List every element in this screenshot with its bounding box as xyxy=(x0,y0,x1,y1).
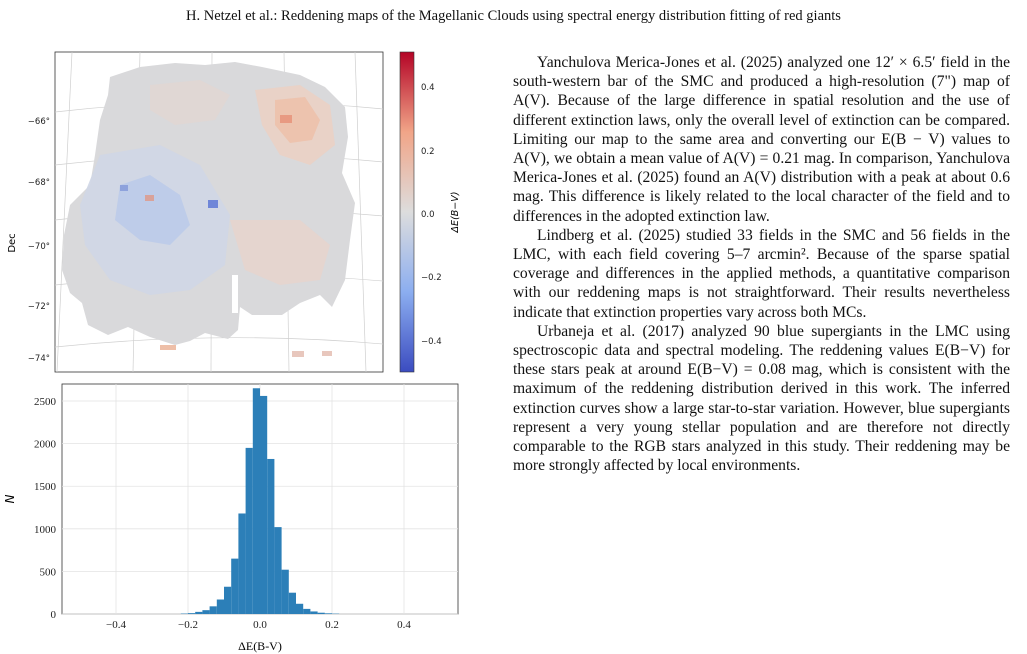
colorbar-tick-label: 0.4 xyxy=(421,83,435,93)
paragraph: Lindberg et al. (2025) studied 33 fields… xyxy=(513,226,1010,321)
dec-tick-label: −70° xyxy=(28,242,50,252)
hist-bar xyxy=(238,513,246,614)
hist-ytick-label: 2500 xyxy=(34,396,57,408)
hist-bar xyxy=(317,612,325,614)
reddening-map-figure: −66° −68° −70° −72° −74° 6h30m 00m 5h30m… xyxy=(7,51,461,373)
colorbar-tick-label: −0.4 xyxy=(421,337,442,347)
hist-bar xyxy=(231,558,239,614)
hist-bar xyxy=(202,610,210,614)
hist-ytick-label: 1000 xyxy=(34,524,57,536)
running-title: H. Netzel et al.: Reddening maps of the … xyxy=(186,8,841,24)
map-ylabel: Dec xyxy=(7,233,18,252)
hist-bar xyxy=(274,527,282,614)
hist-bar xyxy=(224,586,232,614)
colorbar-tick-label: 0.0 xyxy=(421,210,435,220)
hist-bar xyxy=(324,613,332,614)
hist-ytick-label: 500 xyxy=(40,566,57,578)
paragraph: Urbaneja et al. (2017) analyzed 90 blue … xyxy=(513,322,1010,475)
hist-bar xyxy=(195,611,203,614)
hist-bar xyxy=(288,592,296,614)
dec-tick-label: −74° xyxy=(28,354,50,364)
reddening-map-footprint xyxy=(62,62,355,357)
hist-bar xyxy=(209,606,217,614)
colorbar xyxy=(399,51,415,373)
hist-xtick-label: 0.2 xyxy=(325,619,339,631)
hist-bar xyxy=(267,458,275,614)
hist-ytick-label: 1500 xyxy=(34,481,57,493)
hist-xlabel: ΔE(B-V) xyxy=(238,639,282,653)
hist-bar xyxy=(252,388,260,614)
hist-ylabel: N xyxy=(3,494,17,503)
hist-xtick-label: 0.0 xyxy=(253,619,267,631)
colorbar-label: ΔE(B−V) xyxy=(450,192,461,234)
hist-xtick-label: −0.2 xyxy=(178,619,198,631)
hist-bar xyxy=(303,608,311,614)
paragraph: Yanchulova Merica-Jones et al. (2025) an… xyxy=(513,54,1010,225)
hist-xtick-label: 0.4 xyxy=(397,619,411,631)
colorbar-tick-label: −0.2 xyxy=(421,273,442,283)
dec-tick-label: −72° xyxy=(28,302,50,312)
dec-tick-label: −68° xyxy=(28,178,50,188)
hist-bar xyxy=(245,447,253,614)
hist-xtick-label: −0.4 xyxy=(106,619,126,631)
hist-bar xyxy=(260,395,268,614)
body-text: Yanchulova Merica-Jones et al. (2025) an… xyxy=(513,53,1010,475)
hist-ytick-label: 2000 xyxy=(34,439,57,451)
hist-bar xyxy=(216,599,224,614)
hist-bar xyxy=(310,611,318,614)
dec-tick-label: −66° xyxy=(28,117,50,127)
hist-bar xyxy=(281,569,289,614)
hist-bar xyxy=(188,613,196,614)
hist-bar xyxy=(296,603,304,614)
hist-ytick-label: 0 xyxy=(51,609,57,621)
colorbar-tick-label: 0.2 xyxy=(421,147,435,157)
